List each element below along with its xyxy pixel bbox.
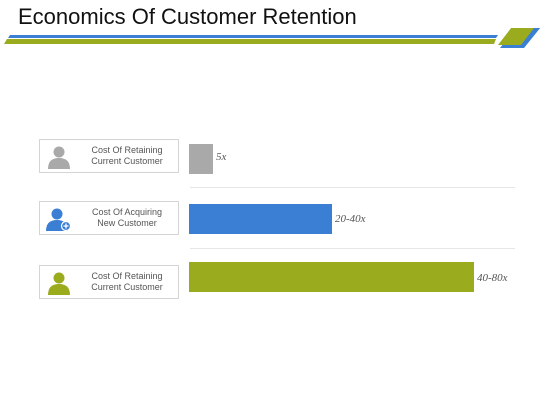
category-label-box: Cost Of Retaining Current Customer xyxy=(39,265,179,299)
category-label: Cost Of Retaining Current Customer xyxy=(91,271,163,292)
row-separator xyxy=(190,187,515,188)
data-label: 5x xyxy=(216,151,227,163)
bar xyxy=(189,204,332,234)
header-stripes xyxy=(4,28,541,48)
header-parallelogram-olive xyxy=(498,28,535,45)
category-label: Cost Of Acquiring New Customer xyxy=(91,207,163,228)
header-stripe-olive xyxy=(4,39,496,44)
category-label: Cost Of Retaining Current Customer xyxy=(91,145,163,166)
data-label: 40-80x xyxy=(477,272,508,284)
category-label-box: Cost Of Retaining Current Customer xyxy=(39,139,179,173)
slide-title: Economics Of Customer Retention xyxy=(18,4,357,29)
row-separator xyxy=(190,248,515,249)
add-user-icon xyxy=(46,208,72,231)
bar xyxy=(189,262,474,292)
data-label: 20-40x xyxy=(335,213,366,225)
header-stripe-blue xyxy=(8,35,498,38)
category-label-box: Cost Of Acquiring New Customer xyxy=(39,201,179,235)
user-icon xyxy=(48,272,70,295)
user-icon xyxy=(48,146,70,169)
bar xyxy=(189,144,213,174)
